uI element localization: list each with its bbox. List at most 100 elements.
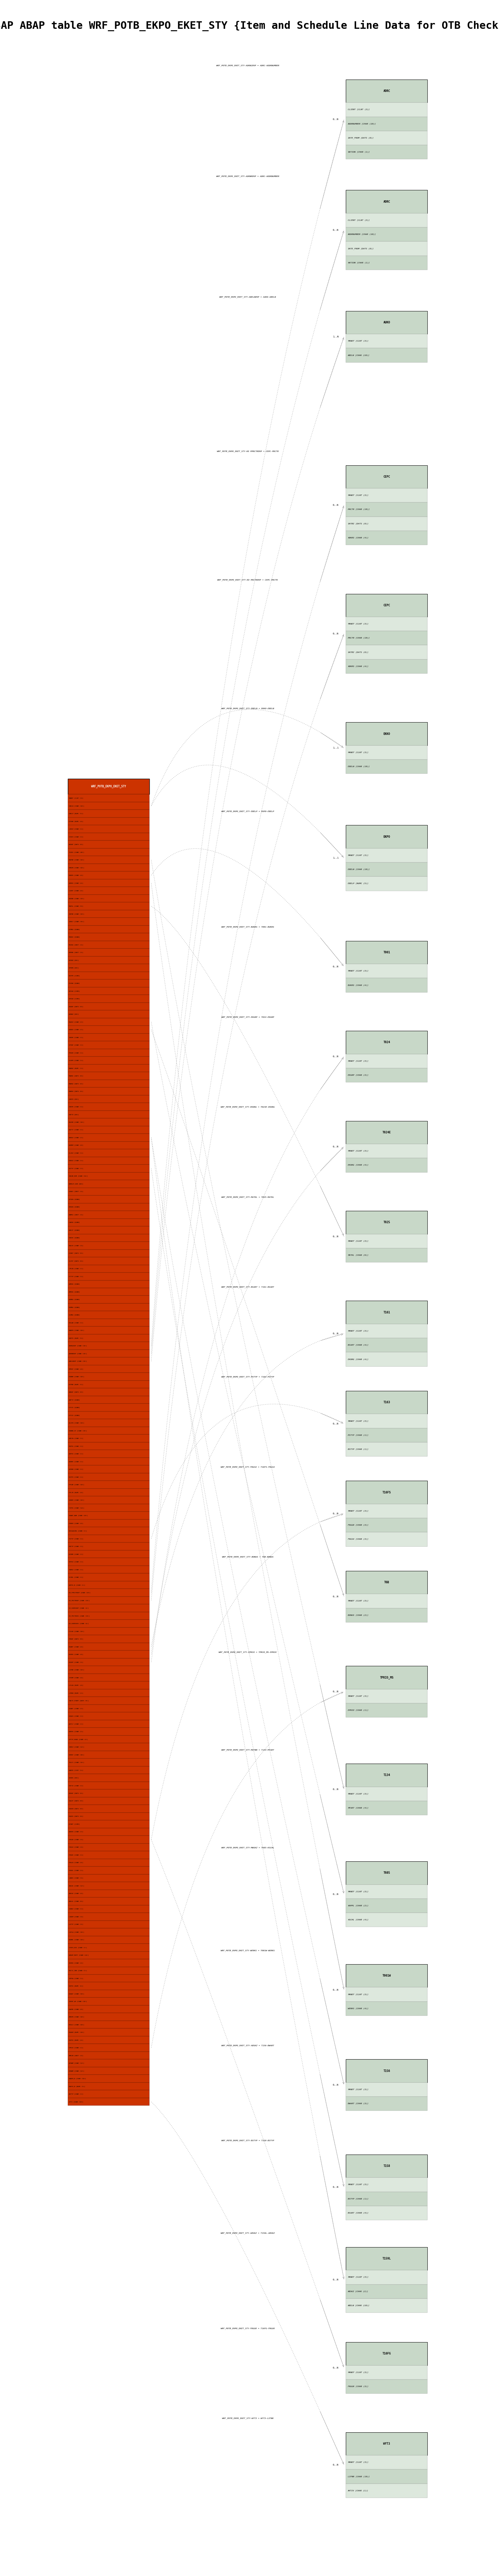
FancyBboxPatch shape bbox=[68, 1211, 149, 1218]
FancyBboxPatch shape bbox=[68, 1358, 149, 1365]
FancyBboxPatch shape bbox=[68, 1651, 149, 1659]
FancyBboxPatch shape bbox=[346, 2285, 428, 2298]
FancyBboxPatch shape bbox=[346, 2470, 428, 2483]
FancyBboxPatch shape bbox=[68, 1133, 149, 1141]
Text: T024E: T024E bbox=[382, 1131, 391, 1133]
FancyBboxPatch shape bbox=[346, 1144, 428, 1159]
Text: T025: T025 bbox=[383, 1221, 390, 1224]
FancyBboxPatch shape bbox=[68, 1110, 149, 1118]
FancyBboxPatch shape bbox=[68, 832, 149, 840]
FancyBboxPatch shape bbox=[346, 1427, 428, 1443]
FancyBboxPatch shape bbox=[346, 1765, 428, 1788]
FancyBboxPatch shape bbox=[68, 1535, 149, 1543]
Text: EKPO: EKPO bbox=[383, 835, 390, 837]
FancyBboxPatch shape bbox=[346, 979, 428, 992]
FancyBboxPatch shape bbox=[68, 1149, 149, 1157]
FancyBboxPatch shape bbox=[346, 1352, 428, 1365]
Text: T158: T158 bbox=[383, 2164, 390, 2166]
FancyBboxPatch shape bbox=[68, 1319, 149, 1327]
FancyBboxPatch shape bbox=[68, 1010, 149, 1018]
FancyBboxPatch shape bbox=[346, 1607, 428, 1623]
FancyBboxPatch shape bbox=[68, 1481, 149, 1489]
FancyBboxPatch shape bbox=[346, 227, 428, 242]
FancyBboxPatch shape bbox=[346, 1886, 428, 1899]
FancyBboxPatch shape bbox=[68, 902, 149, 909]
FancyBboxPatch shape bbox=[346, 863, 428, 876]
FancyBboxPatch shape bbox=[68, 979, 149, 987]
FancyBboxPatch shape bbox=[68, 1574, 149, 1582]
FancyBboxPatch shape bbox=[68, 1906, 149, 1914]
FancyBboxPatch shape bbox=[68, 1705, 149, 1713]
FancyBboxPatch shape bbox=[68, 1528, 149, 1535]
FancyBboxPatch shape bbox=[68, 1806, 149, 1814]
FancyBboxPatch shape bbox=[68, 2020, 149, 2027]
FancyBboxPatch shape bbox=[346, 1054, 428, 1069]
FancyBboxPatch shape bbox=[68, 2027, 149, 2035]
FancyBboxPatch shape bbox=[68, 809, 149, 817]
FancyBboxPatch shape bbox=[346, 1690, 428, 1703]
FancyBboxPatch shape bbox=[346, 1788, 428, 1801]
Text: T024: T024 bbox=[383, 1041, 390, 1043]
Text: T6B: T6B bbox=[384, 1582, 389, 1584]
FancyBboxPatch shape bbox=[68, 1790, 149, 1798]
Text: ADRC: ADRC bbox=[383, 201, 390, 204]
FancyBboxPatch shape bbox=[346, 1899, 428, 1914]
FancyBboxPatch shape bbox=[346, 2097, 428, 2110]
FancyBboxPatch shape bbox=[68, 1087, 149, 1095]
FancyBboxPatch shape bbox=[68, 1458, 149, 1466]
FancyBboxPatch shape bbox=[346, 489, 428, 502]
FancyBboxPatch shape bbox=[68, 1883, 149, 1891]
FancyBboxPatch shape bbox=[68, 1048, 149, 1056]
FancyBboxPatch shape bbox=[68, 1427, 149, 1435]
FancyBboxPatch shape bbox=[68, 1891, 149, 1899]
Text: TPRIO_MS: TPRIO_MS bbox=[380, 1677, 394, 1680]
FancyBboxPatch shape bbox=[346, 335, 428, 348]
FancyBboxPatch shape bbox=[346, 531, 428, 546]
FancyBboxPatch shape bbox=[346, 721, 428, 744]
FancyBboxPatch shape bbox=[346, 2192, 428, 2205]
FancyBboxPatch shape bbox=[346, 963, 428, 979]
FancyBboxPatch shape bbox=[68, 1388, 149, 1396]
FancyBboxPatch shape bbox=[68, 963, 149, 971]
Text: T001W: T001W bbox=[382, 1973, 391, 1978]
FancyBboxPatch shape bbox=[68, 925, 149, 933]
FancyBboxPatch shape bbox=[68, 1157, 149, 1164]
Text: T156: T156 bbox=[383, 2069, 390, 2074]
FancyBboxPatch shape bbox=[346, 214, 428, 227]
FancyBboxPatch shape bbox=[68, 1095, 149, 1103]
FancyBboxPatch shape bbox=[68, 1767, 149, 1775]
FancyBboxPatch shape bbox=[68, 1126, 149, 1133]
FancyBboxPatch shape bbox=[346, 2002, 428, 2014]
FancyBboxPatch shape bbox=[68, 1064, 149, 1072]
FancyBboxPatch shape bbox=[346, 2177, 428, 2192]
FancyBboxPatch shape bbox=[68, 971, 149, 979]
FancyBboxPatch shape bbox=[68, 1759, 149, 1767]
FancyBboxPatch shape bbox=[68, 1597, 149, 1605]
Text: T134: T134 bbox=[383, 1775, 390, 1777]
FancyBboxPatch shape bbox=[346, 1986, 428, 2002]
FancyBboxPatch shape bbox=[68, 1868, 149, 1875]
FancyBboxPatch shape bbox=[68, 1667, 149, 1674]
FancyBboxPatch shape bbox=[346, 2205, 428, 2221]
Text: T001: T001 bbox=[383, 951, 390, 953]
FancyBboxPatch shape bbox=[68, 1473, 149, 1481]
FancyBboxPatch shape bbox=[68, 1342, 149, 1350]
FancyBboxPatch shape bbox=[346, 2483, 428, 2499]
FancyBboxPatch shape bbox=[346, 255, 428, 270]
FancyBboxPatch shape bbox=[346, 1234, 428, 1249]
FancyBboxPatch shape bbox=[346, 1121, 428, 1144]
FancyBboxPatch shape bbox=[68, 1643, 149, 1651]
FancyBboxPatch shape bbox=[346, 1211, 428, 1234]
FancyBboxPatch shape bbox=[346, 1030, 428, 1054]
FancyBboxPatch shape bbox=[68, 909, 149, 917]
FancyBboxPatch shape bbox=[68, 2066, 149, 2074]
FancyBboxPatch shape bbox=[346, 1301, 428, 1324]
FancyBboxPatch shape bbox=[68, 1674, 149, 1682]
FancyBboxPatch shape bbox=[346, 116, 428, 131]
FancyBboxPatch shape bbox=[68, 1852, 149, 1860]
FancyBboxPatch shape bbox=[346, 1801, 428, 1816]
FancyBboxPatch shape bbox=[68, 1566, 149, 1574]
FancyBboxPatch shape bbox=[346, 1249, 428, 1262]
FancyBboxPatch shape bbox=[68, 778, 149, 793]
FancyBboxPatch shape bbox=[346, 103, 428, 116]
